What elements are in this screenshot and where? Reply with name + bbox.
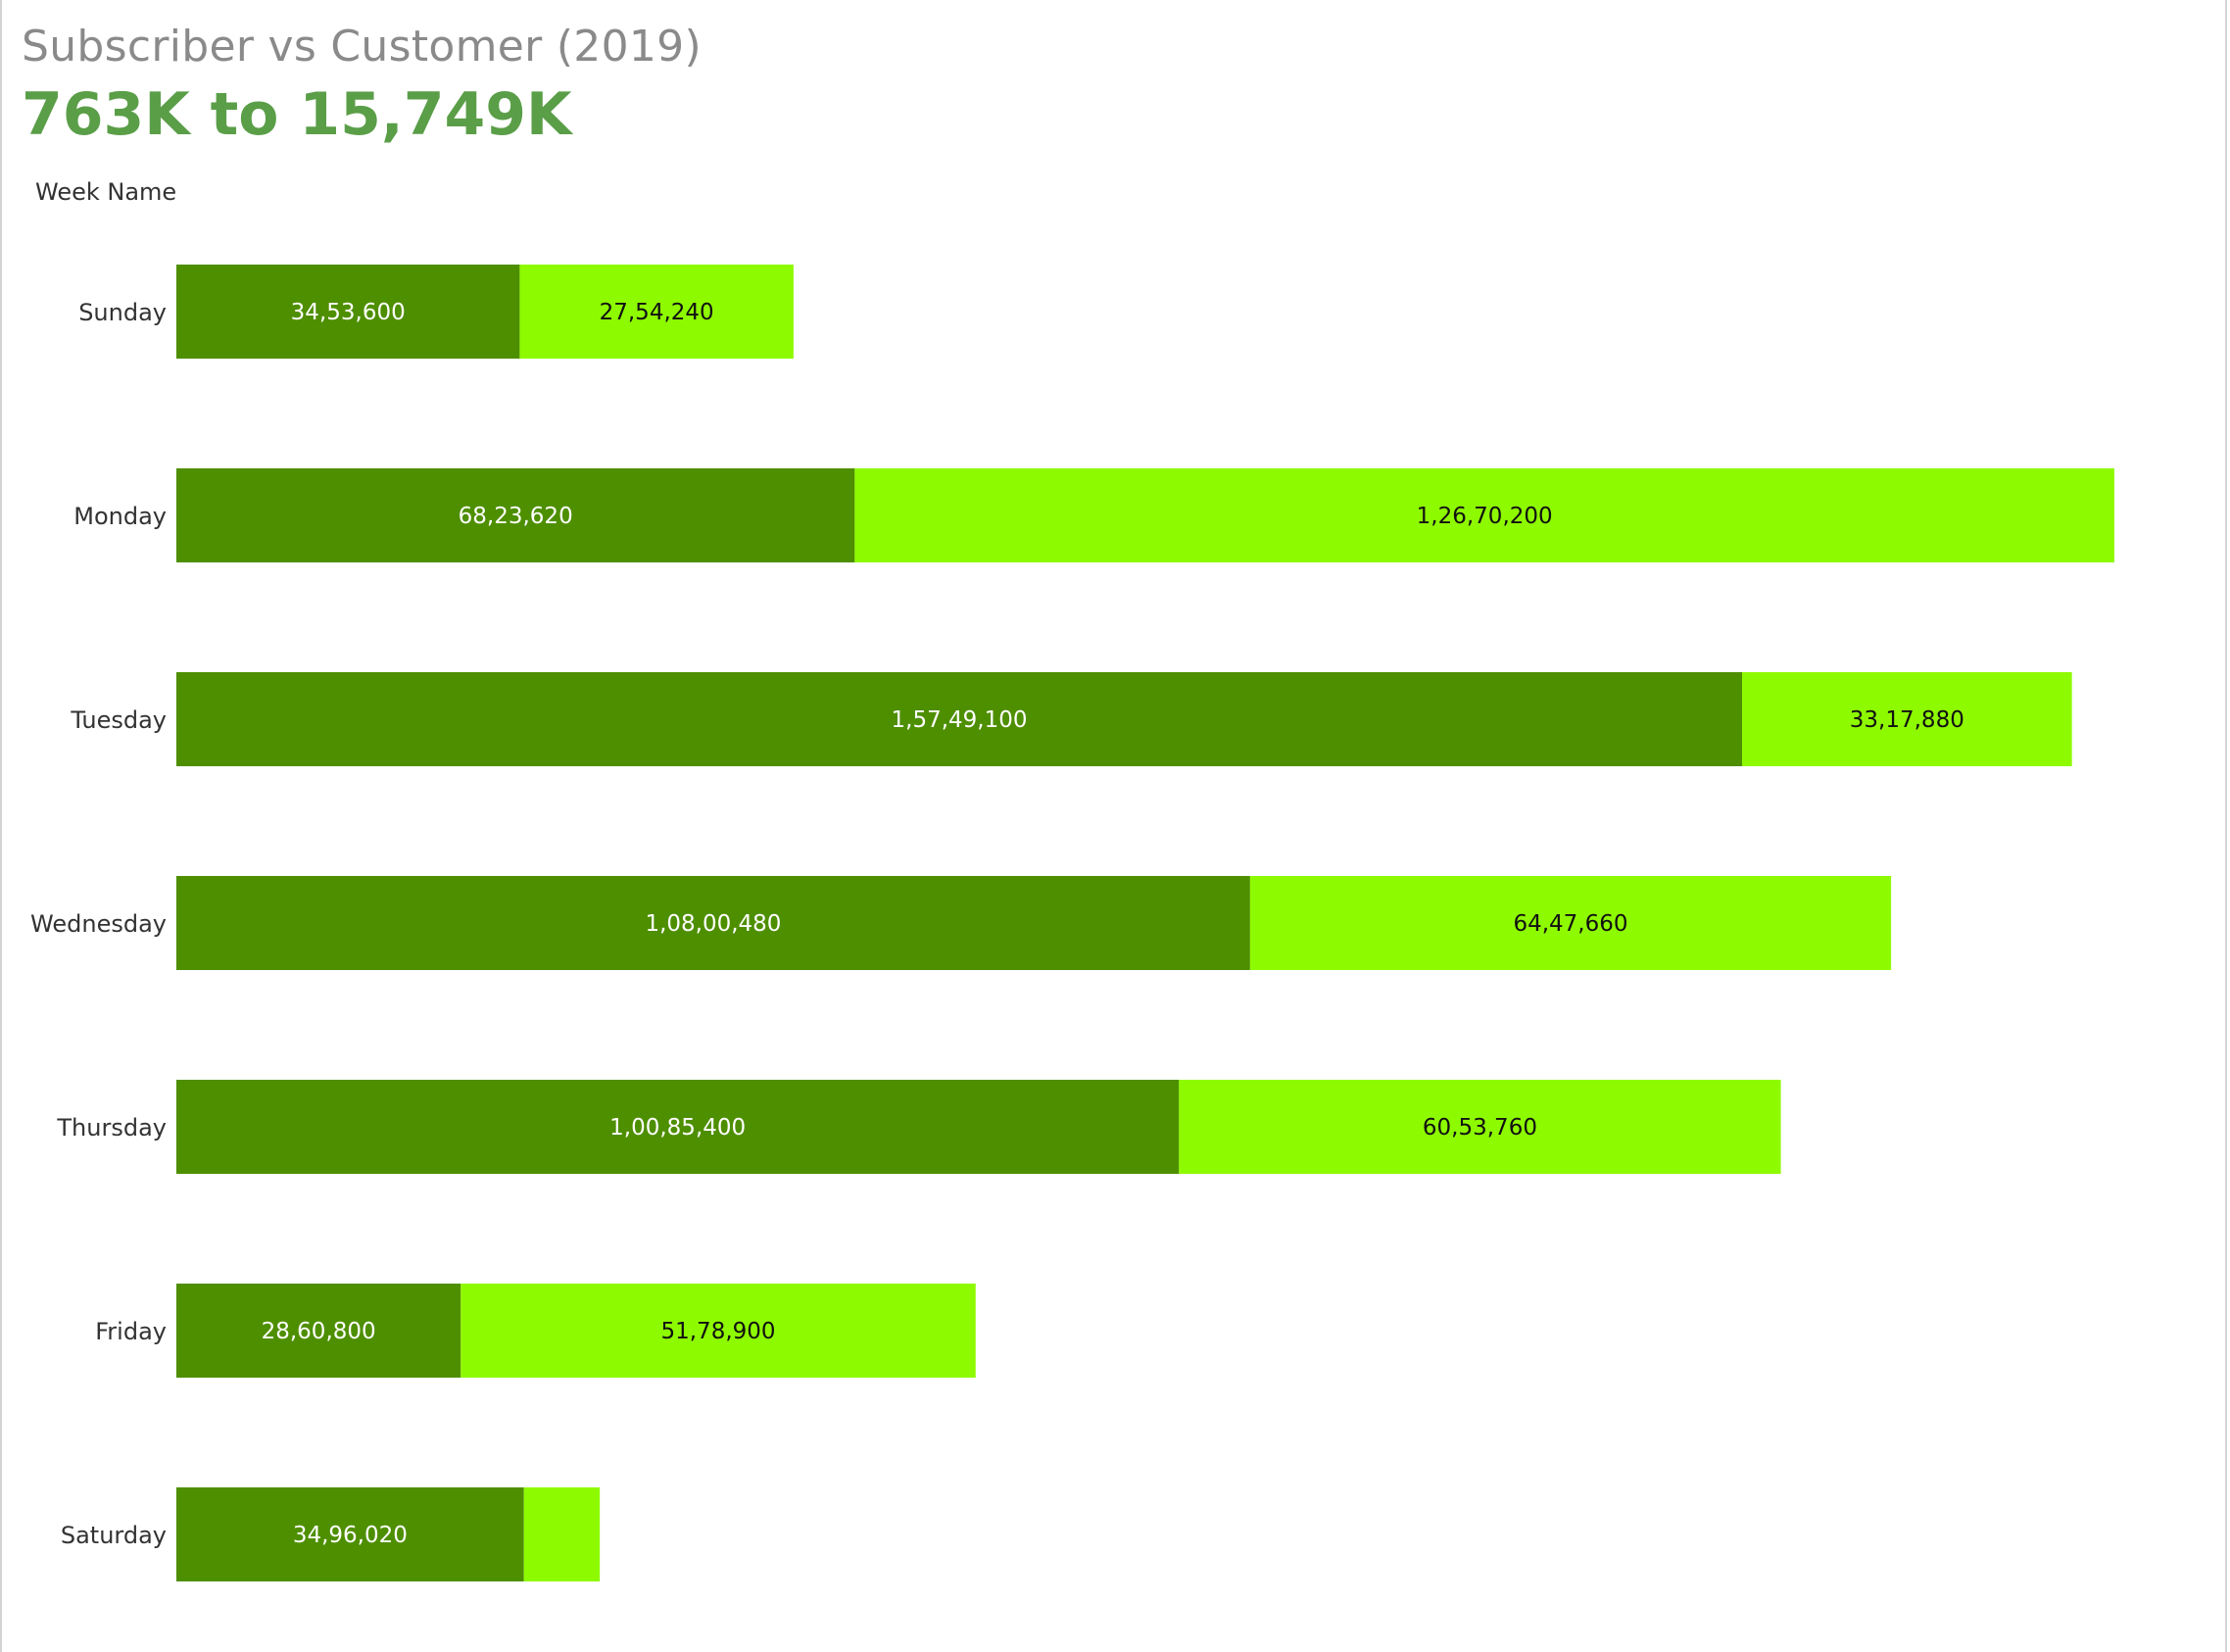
bar-customer-sunday[interactable] (519, 265, 794, 359)
data-label-customer-wednesday: 64,47,660 (1513, 911, 1627, 937)
chart-title: Subscriber vs Customer (2019) (22, 22, 702, 72)
data-label-subscriber-tuesday: 1,57,49,100 (892, 707, 1028, 733)
category-label-monday: Monday (73, 503, 167, 530)
bar-subscriber-wednesday[interactable] (176, 876, 1250, 970)
bar-customer-friday[interactable] (461, 1284, 976, 1378)
category-label-tuesday: Tuesday (70, 706, 167, 734)
data-label-subscriber-friday: 28,60,800 (262, 1319, 376, 1344)
y-axis-title: Week Name (35, 178, 177, 206)
bar-customer-thursday[interactable] (1179, 1080, 1781, 1174)
data-label-customer-thursday: 60,53,760 (1423, 1115, 1537, 1141)
bar-customer-saturday[interactable] (523, 1487, 601, 1581)
category-label-thursday: Thursday (56, 1114, 167, 1142)
data-label-subscriber-sunday: 34,53,600 (291, 300, 406, 325)
data-label-subscriber-wednesday: 1,08,00,480 (645, 911, 781, 937)
category-label-sunday: Sunday (78, 299, 167, 326)
bar-customer-monday[interactable] (854, 468, 2114, 562)
bar-subscriber-friday[interactable] (176, 1284, 461, 1378)
data-label-customer-tuesday: 33,17,880 (1850, 707, 1964, 733)
data-label-customer-sunday: 27,54,240 (600, 300, 714, 325)
data-label-customer-monday: 1,26,70,200 (1417, 504, 1553, 529)
category-label-wednesday: Wednesday (30, 910, 167, 938)
data-label-subscriber-monday: 68,23,620 (459, 504, 573, 529)
bar-customer-wednesday[interactable] (1249, 876, 1892, 970)
data-label-customer-friday: 51,78,900 (660, 1319, 775, 1344)
category-label-saturday: Saturday (61, 1522, 167, 1549)
bar-customer-tuesday[interactable] (1742, 672, 2072, 766)
bar-subscriber-thursday[interactable] (176, 1080, 1180, 1174)
data-label-subscriber-thursday: 1,00,85,400 (609, 1115, 746, 1141)
bar-subscriber-saturday[interactable] (176, 1487, 524, 1581)
category-label-friday: Friday (95, 1318, 167, 1345)
bar-subscriber-sunday[interactable] (176, 265, 520, 359)
bar-subscriber-tuesday[interactable] (176, 672, 1742, 766)
data-label-subscriber-saturday: 34,96,020 (293, 1523, 408, 1548)
chart-subtitle: 763K to 15,749K (22, 80, 572, 149)
bar-subscriber-monday[interactable] (176, 468, 855, 562)
